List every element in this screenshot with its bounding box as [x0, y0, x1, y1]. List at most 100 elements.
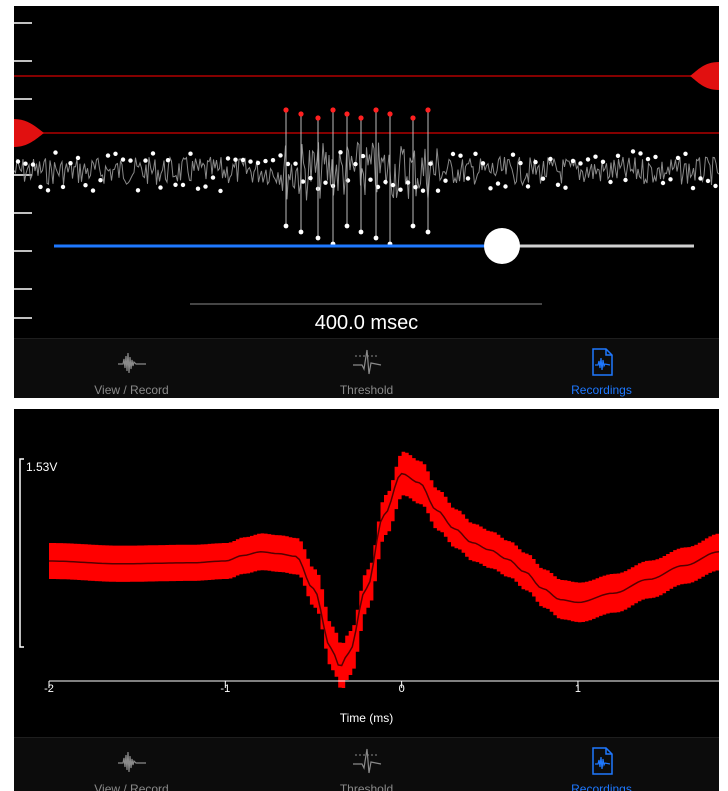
peak-dot	[435, 188, 441, 193]
peak-dot	[705, 178, 711, 184]
peak-dot	[15, 159, 21, 164]
peak-dot	[653, 154, 658, 160]
peak-dot	[690, 185, 696, 191]
x-tick-label: -1	[220, 683, 231, 695]
peak-dot	[143, 158, 148, 163]
peak-dot	[555, 182, 561, 187]
peak-dot	[405, 180, 411, 185]
peak-dot	[360, 153, 366, 159]
peak-dot	[323, 180, 328, 185]
peak-dot	[218, 188, 223, 194]
peak-dot	[98, 178, 103, 183]
tab-bar: View / Record Threshold Recordings	[14, 338, 719, 398]
tab-threshold[interactable]: Threshold	[249, 339, 484, 398]
tab-recordings[interactable]: Recordings	[484, 339, 719, 398]
peak-dot	[525, 184, 531, 189]
peak-dot	[645, 156, 651, 162]
tab-recordings[interactable]: Recordings	[484, 738, 719, 791]
live-signal-panel: 400.0 msec View / Record Threshold Recor…	[14, 6, 719, 398]
peak-dot	[630, 149, 636, 154]
peak-dot	[30, 162, 36, 167]
peak-dot	[90, 188, 96, 193]
peak-dot	[128, 158, 133, 163]
peak-dot	[203, 184, 208, 189]
tab-label: Recordings	[571, 782, 632, 791]
tab-label: View / Record	[94, 383, 169, 397]
peak-dot	[390, 182, 396, 188]
spike-marker	[358, 115, 364, 235]
peak-dot	[675, 155, 681, 161]
tab-bar: View / Record Threshold Recordings	[14, 737, 719, 791]
noise-trace	[14, 141, 719, 201]
peak-dot	[105, 153, 111, 158]
recordings-file-icon	[591, 747, 613, 775]
spike-marker	[425, 107, 431, 235]
peak-dot	[518, 160, 523, 166]
peak-dot	[240, 157, 246, 163]
peak-dot	[135, 188, 141, 193]
tab-label: View / Record	[94, 782, 169, 791]
slider-thumb[interactable]	[484, 228, 520, 264]
peak-dot	[83, 183, 88, 188]
peak-dot	[255, 160, 261, 166]
peak-dot	[53, 150, 58, 155]
x-tick-label: 1	[574, 683, 581, 695]
peak-dot	[158, 185, 163, 190]
peak-markers	[15, 149, 718, 194]
peak-dot	[398, 187, 403, 192]
peak-dot	[45, 188, 51, 193]
spike-marker	[344, 111, 350, 229]
peak-dot	[113, 151, 118, 156]
spike-marker	[373, 107, 379, 241]
tab-label: Recordings	[571, 383, 632, 397]
peak-dot	[248, 159, 253, 164]
peak-dot	[165, 158, 171, 163]
peak-dot	[600, 159, 606, 164]
peak-dot	[180, 182, 186, 188]
peak-dot	[353, 161, 358, 167]
spike-marker	[283, 107, 289, 229]
peak-dot	[60, 184, 66, 190]
peak-dot	[293, 161, 298, 166]
spike-mean-line	[49, 472, 719, 667]
peak-dot	[420, 188, 426, 193]
peak-dot	[225, 156, 231, 161]
peak-dot	[683, 151, 688, 156]
signal-trace	[14, 141, 719, 201]
peak-dot	[188, 151, 193, 156]
peak-dot	[608, 179, 613, 185]
time-scale-label: 400.0 msec	[314, 312, 419, 334]
peak-dot	[458, 153, 463, 158]
peak-dot	[465, 176, 471, 181]
peak-dot	[585, 157, 591, 162]
peak-dot	[173, 182, 178, 187]
peak-dot	[563, 185, 568, 190]
peak-dot	[503, 184, 508, 189]
waveform-icon	[117, 352, 146, 374]
spike-markers	[283, 107, 431, 247]
peak-dot	[120, 157, 126, 162]
peak-dot	[713, 183, 718, 189]
playback-slider[interactable]	[54, 228, 694, 264]
peak-dot	[450, 151, 456, 157]
x-axis-label: Time (ms)	[339, 711, 394, 725]
tab-threshold[interactable]: Threshold	[249, 738, 484, 791]
peak-dot	[428, 161, 433, 166]
peak-dot	[375, 184, 381, 190]
recordings-file-icon	[591, 348, 613, 376]
lower-threshold-handle[interactable]	[14, 119, 44, 147]
spike-average-chart	[19, 451, 719, 688]
peak-dot	[623, 177, 628, 183]
peak-dot	[150, 151, 156, 156]
spike-marker	[410, 115, 416, 229]
tab-view-record[interactable]: View / Record	[14, 339, 249, 398]
tab-view-record[interactable]: View / Record	[14, 738, 249, 791]
upper-threshold-handle[interactable]	[690, 62, 719, 90]
spike-marker	[315, 115, 321, 241]
amplitude-label: 1.53V	[26, 460, 58, 474]
peak-dot	[443, 178, 448, 183]
peak-dot	[638, 151, 643, 156]
peak-dot	[368, 177, 373, 182]
threshold-spike-icon	[352, 349, 381, 375]
peak-dot	[510, 152, 516, 157]
